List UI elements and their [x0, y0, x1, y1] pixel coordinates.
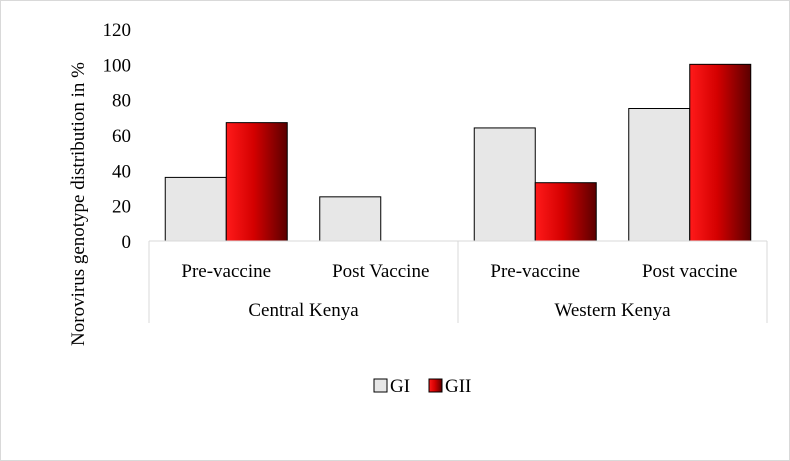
y-axis-label: Norovirus genotype distribution in % — [68, 62, 89, 346]
y-tick-label: 120 — [103, 20, 132, 41]
legend: GI GII — [373, 376, 471, 397]
x-category-label: Post vaccine — [642, 261, 738, 282]
bar-gii-1 — [225, 122, 288, 242]
bar-gi-2 — [319, 196, 382, 242]
x-category-label: Pre-vaccine — [181, 261, 271, 282]
bar-gi-1 — [164, 176, 227, 242]
y-tick-label: 40 — [112, 161, 131, 182]
x-category-label: Pre-vaccine — [490, 261, 580, 282]
legend-swatch-gi — [373, 378, 388, 393]
legend-swatch-gii — [428, 378, 443, 393]
bar-gii-3 — [534, 182, 597, 242]
y-tick-label: 80 — [112, 91, 131, 112]
bar-gii-4 — [689, 63, 752, 242]
bar-gi-3 — [473, 127, 536, 242]
y-tick-label: 20 — [112, 197, 131, 218]
y-tick-label: 0 — [122, 232, 132, 253]
legend-label-gii: GII — [445, 376, 471, 397]
bar-gi-4 — [628, 108, 691, 242]
legend-label-gi: GI — [390, 376, 410, 397]
y-tick-label: 60 — [112, 126, 131, 147]
x-group-label: Western Kenya — [554, 300, 671, 321]
x-group-label: Central Kenya — [248, 300, 359, 321]
x-category-label: Post Vaccine — [332, 261, 429, 282]
y-tick-label: 100 — [103, 55, 132, 76]
